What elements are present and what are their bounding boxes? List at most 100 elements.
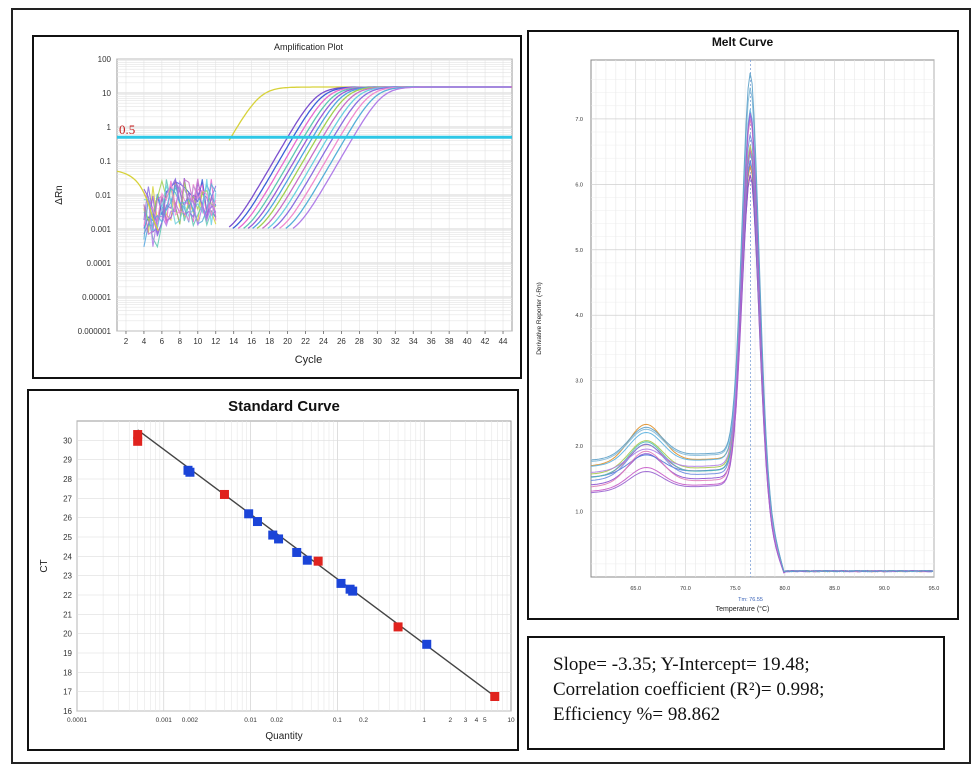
melt-curve-panel: 1.0 2.0 3.0 4.0 5.0 6.0 7.0 65.0 70.0 75.0 80.0 85.… <box>527 30 959 620</box>
x-tick-label: 34 <box>409 337 418 346</box>
chart-title: Melt Curve <box>712 35 774 49</box>
x-tick-label: 2 <box>449 717 453 724</box>
unknown-sample-point <box>348 586 358 596</box>
x-axis-label: Cycle <box>295 354 323 366</box>
x-tick-label: 90.0 <box>879 586 890 592</box>
y-tick-label: 26 <box>63 514 72 523</box>
x-tick-label: 6 <box>160 337 165 346</box>
baseline-noise-curve <box>143 178 217 236</box>
x-tick-label: 38 <box>445 337 454 346</box>
x-tick-label: 22 <box>301 337 310 346</box>
y-tick-label: 30 <box>63 436 72 445</box>
standard-sample-point <box>133 436 143 446</box>
y-tick-label: 0.000001 <box>78 327 112 336</box>
y-tick-label: 25 <box>63 533 72 542</box>
x-tick-label: 12 <box>211 337 220 346</box>
x-tick-label: 0.001 <box>156 717 173 724</box>
x-tick-label: 44 <box>499 337 508 346</box>
y-tick-label: 0.001 <box>91 225 112 234</box>
y-tick-label: 0.01 <box>95 191 111 200</box>
unknown-sample-point <box>422 639 432 649</box>
melt-curve-plot: 1.0 2.0 3.0 4.0 5.0 6.0 7.0 65.0 70.0 75.0 80.0 85.… <box>536 35 939 613</box>
y-tick-label: 16 <box>63 707 72 716</box>
y-tick-label: 4.0 <box>575 313 583 319</box>
y-tick-label: 10 <box>102 89 111 98</box>
x-tick-label: 24 <box>319 337 328 346</box>
x-tick-label: 0.01 <box>244 717 257 724</box>
y-tick-label: 20 <box>63 630 72 639</box>
plot-area <box>590 59 935 578</box>
y-tick-label: 29 <box>63 456 72 465</box>
y-tick-label: 23 <box>63 572 72 581</box>
slope-intercept-text: Slope= -3.35; Y-Intercept= 19.48; <box>553 654 810 675</box>
y-axis-label: CT <box>39 559 50 572</box>
y-tick-label: 7.0 <box>575 117 583 123</box>
y-tick-label: 28 <box>63 475 72 484</box>
tm-label: Tm: 76.55 <box>738 597 763 603</box>
x-tick-label: 0.2 <box>359 717 368 724</box>
standard-sample-point <box>313 556 323 566</box>
x-tick-label: 70.0 <box>680 586 691 592</box>
baseline-noise-curve <box>143 182 217 240</box>
x-tick-label: 28 <box>355 337 364 346</box>
y-tick-label: 3.0 <box>575 379 583 385</box>
standard-sample-point <box>133 430 143 440</box>
y-axis-label: ΔRn <box>54 185 65 204</box>
x-tick-label: 80.0 <box>780 586 791 592</box>
correlation-coefficient-text: Correlation coefficient (R²)= 0.998; <box>553 679 825 700</box>
baseline-noise-curve <box>143 179 217 247</box>
x-tick-label: 0.02 <box>270 717 283 724</box>
x-tick-label: 36 <box>427 337 436 346</box>
x-tick-label: 14 <box>229 337 238 346</box>
melt-curve <box>590 72 933 573</box>
y-tick-label: 6.0 <box>575 182 583 188</box>
y-tick-label: 22 <box>63 591 72 600</box>
y-tick-label: 27 <box>63 494 72 503</box>
amplification-plot-panel: 100 10 1 0.1 0.01 0.001 0.0001 0.00001 0.000001 2… <box>32 35 522 379</box>
y-tick-label: 5.0 <box>575 248 583 254</box>
x-axis-label: Temperature (°C) <box>716 605 770 613</box>
x-tick-label: 26 <box>337 337 346 346</box>
x-tick-label: 8 <box>178 337 183 346</box>
unknown-sample-point <box>185 467 195 477</box>
y-axis-label: Derivative Reporter (-Rn) <box>536 282 543 355</box>
y-tick-label: 17 <box>63 688 72 697</box>
x-tick-label: 18 <box>265 337 274 346</box>
x-tick-label: 3 <box>464 717 468 724</box>
y-tick-label: 2.0 <box>575 444 583 450</box>
unknown-sample-point <box>336 578 346 588</box>
y-tick-label: 19 <box>63 649 72 658</box>
standard-sample-point <box>393 622 403 632</box>
threshold-label: 0.5 <box>119 122 135 137</box>
standard-curve-panel: 16 17 18 19 20 21 22 23 24 25 26 27 28 29 30 0.0001 0.00… <box>27 389 519 751</box>
y-tick-label: 24 <box>63 552 72 561</box>
standard-sample-point <box>219 489 229 499</box>
amplification-plot: 100 10 1 0.1 0.01 0.001 0.0001 0.00001 0.000001 2… <box>54 42 513 366</box>
unknown-sample-point <box>268 530 278 540</box>
x-tick-label: 4 <box>142 337 147 346</box>
regression-stats-box: Slope= -3.35; Y-Intercept= 19.48; Correl… <box>527 636 945 750</box>
y-tick-label: 0.0001 <box>87 259 112 268</box>
baseline-noise-curve <box>143 177 217 236</box>
amplification-curve <box>292 86 511 229</box>
x-tick-label: 0.002 <box>182 717 199 724</box>
y-tick-label: 21 <box>63 610 72 619</box>
x-tick-label: 75.0 <box>730 586 741 592</box>
baseline-noise-curve <box>116 170 159 231</box>
x-tick-label: 2 <box>124 337 129 346</box>
efficiency-text: Efficiency %= 98.862 <box>553 704 721 725</box>
x-tick-label: 0.0001 <box>67 717 87 724</box>
chart-title: Amplification Plot <box>274 42 344 52</box>
unknown-sample-point <box>302 555 312 565</box>
x-tick-label: 10 <box>507 717 515 724</box>
x-axis-label: Quantity <box>265 731 302 742</box>
unknown-sample-point <box>274 534 284 544</box>
x-tick-label: 40 <box>463 337 472 346</box>
x-tick-label: 0.1 <box>333 717 342 724</box>
x-tick-label: 5 <box>483 717 487 724</box>
unknown-sample-point <box>244 509 254 519</box>
y-tick-label: 0.1 <box>100 157 112 166</box>
x-tick-label: 4 <box>475 717 479 724</box>
x-tick-label: 20 <box>283 337 292 346</box>
